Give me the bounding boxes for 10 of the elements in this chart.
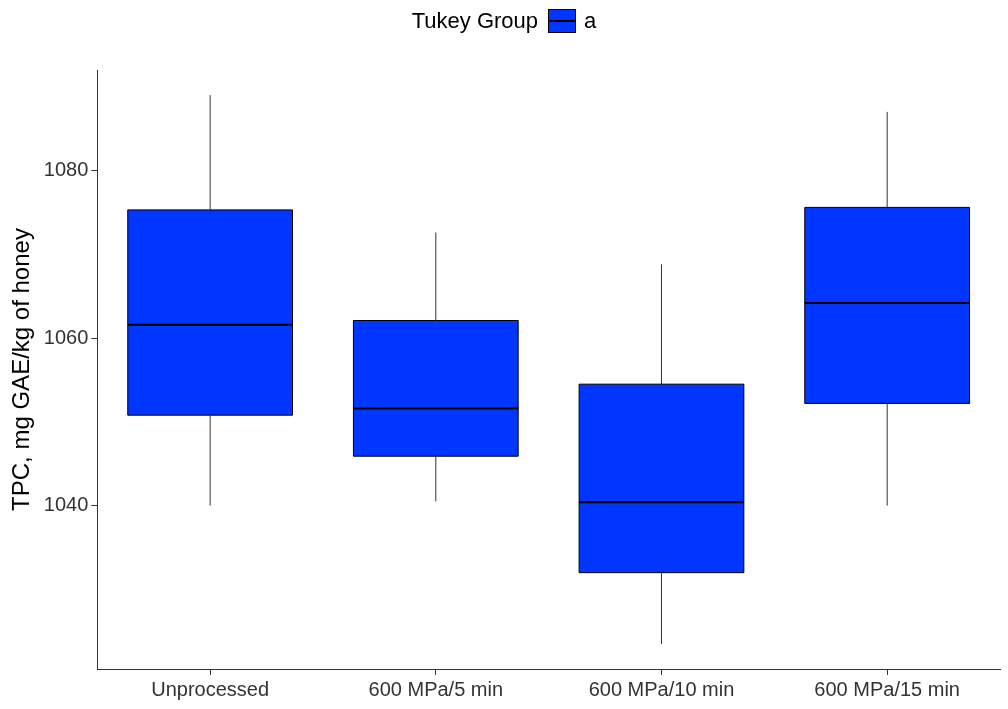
x-tick-label: 600 MPa/15 min — [814, 677, 960, 700]
legend-title: Tukey Group — [411, 8, 539, 34]
y-tick-label: 1080 — [43, 158, 89, 181]
x-tick-label: Unprocessed — [151, 677, 270, 700]
x-tick-label: 600 MPa/5 min — [368, 677, 504, 700]
y-tick-label: 1060 — [43, 325, 89, 348]
y-axis-title: TPC, mg GAE/kg of honey — [7, 228, 35, 511]
x-tick-label: 600 MPa/10 min — [588, 677, 735, 700]
y-tick-label: 1040 — [43, 493, 89, 516]
legend-label: a — [584, 8, 597, 34]
